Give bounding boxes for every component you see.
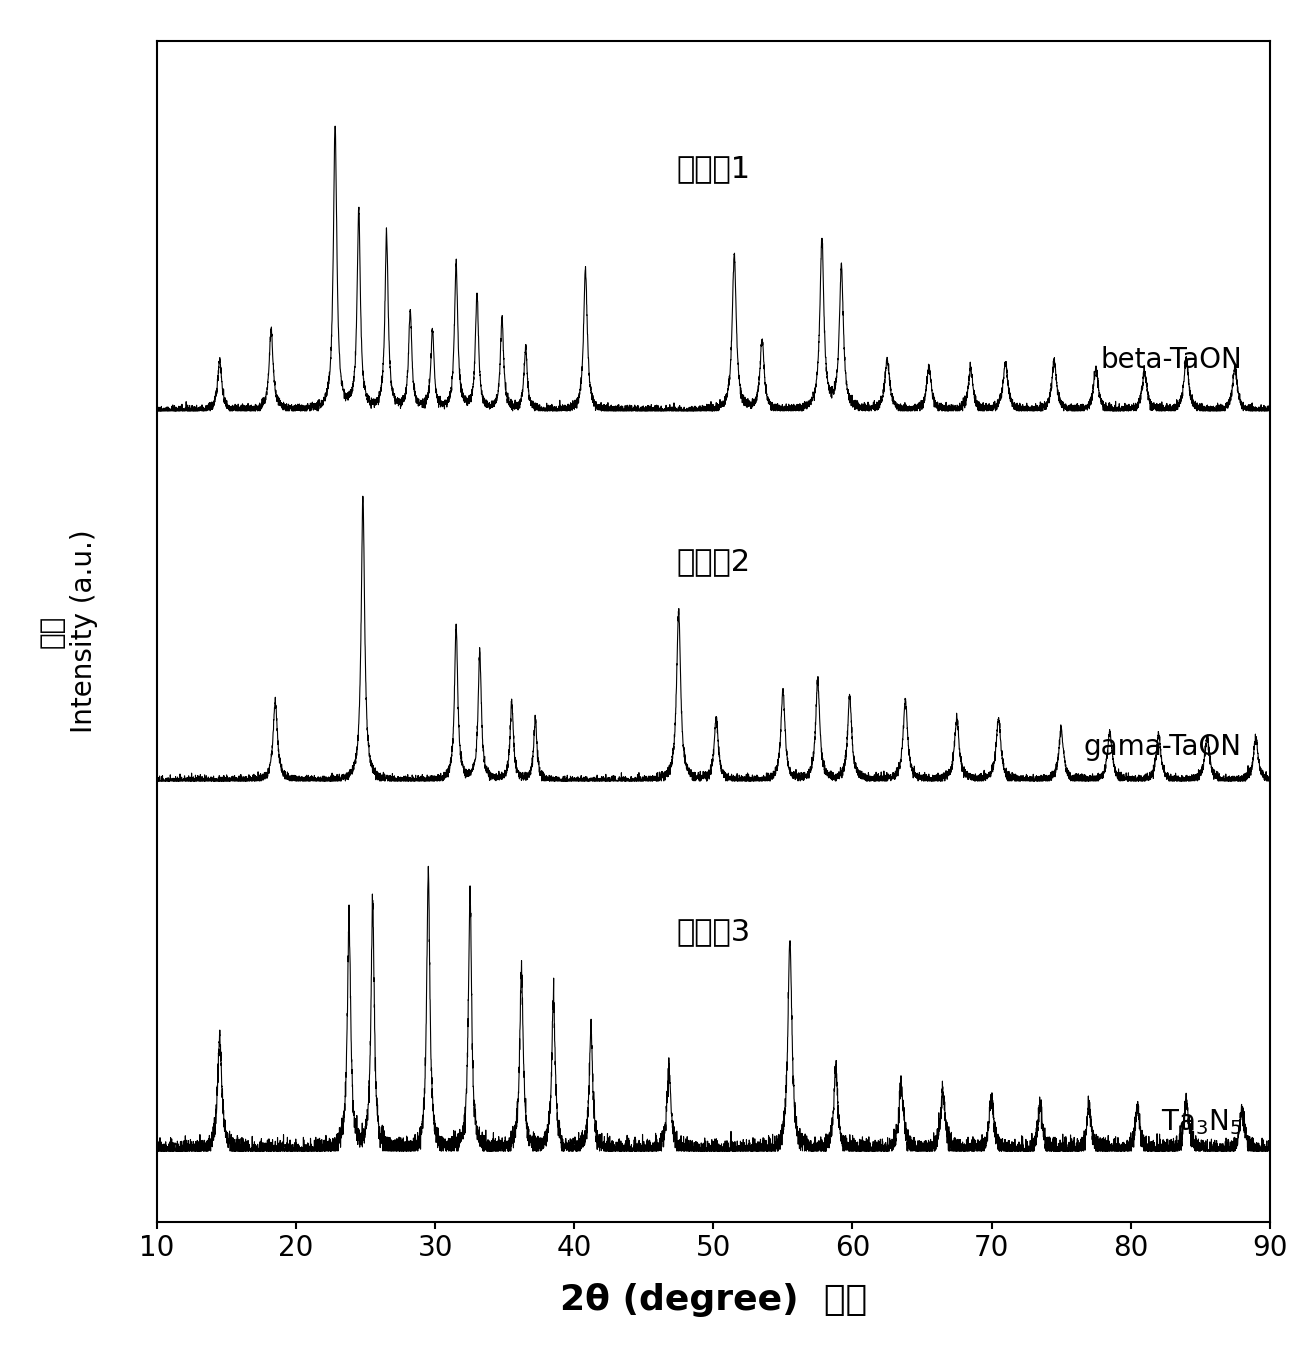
Text: 强度
Intensity (a.u.): 强度 Intensity (a.u.): [38, 530, 98, 733]
Text: gama-TaON: gama-TaON: [1084, 733, 1242, 760]
X-axis label: 2θ (degree)  角度: 2θ (degree) 角度: [560, 1283, 867, 1317]
Text: beta-TaON: beta-TaON: [1100, 345, 1242, 373]
Text: 实施例2: 实施例2: [677, 547, 750, 576]
Text: 实施例1: 实施例1: [677, 153, 750, 183]
Text: Ta$_3$N$_5$: Ta$_3$N$_5$: [1161, 1108, 1242, 1138]
Text: 实施例3: 实施例3: [677, 917, 750, 947]
